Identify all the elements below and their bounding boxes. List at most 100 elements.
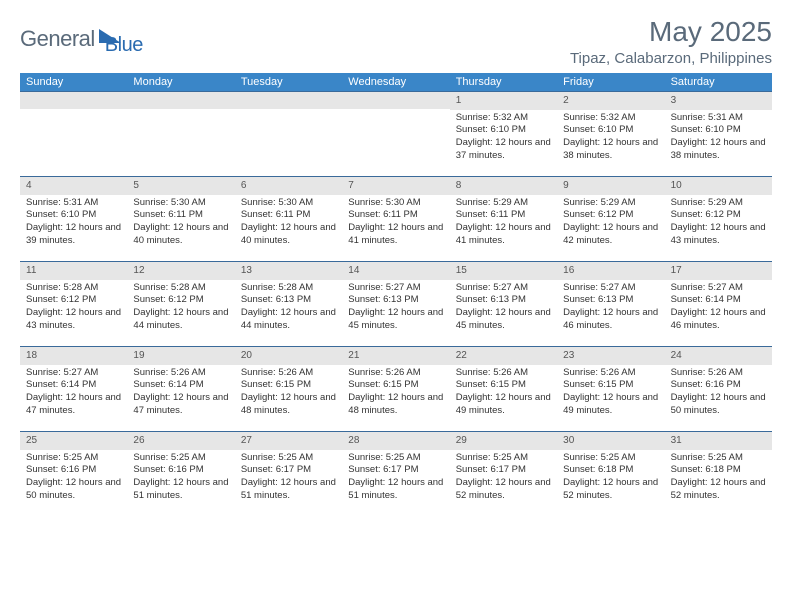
day-body: Sunrise: 5:32 AMSunset: 6:10 PMDaylight:… [557, 110, 664, 167]
daylight-text: Daylight: 12 hours and 49 minutes. [456, 392, 551, 418]
day-body: Sunrise: 5:29 AMSunset: 6:12 PMDaylight:… [557, 195, 664, 252]
sunset-text: Sunset: 6:13 PM [456, 294, 551, 307]
sunset-text: Sunset: 6:12 PM [133, 294, 228, 307]
day-cell: 15Sunrise: 5:27 AMSunset: 6:13 PMDayligh… [450, 262, 557, 346]
day-body: Sunrise: 5:30 AMSunset: 6:11 PMDaylight:… [342, 195, 449, 252]
day-number: 2 [557, 92, 664, 110]
sunset-text: Sunset: 6:14 PM [26, 379, 121, 392]
daylight-text: Daylight: 12 hours and 51 minutes. [348, 477, 443, 503]
sunrise-text: Sunrise: 5:26 AM [456, 367, 551, 380]
sunset-text: Sunset: 6:16 PM [26, 464, 121, 477]
day-body: Sunrise: 5:25 AMSunset: 6:18 PMDaylight:… [557, 450, 664, 507]
day-cell: 22 Sunrise: 5:26 AMSunset: 6:15 PMDayligh… [450, 347, 557, 431]
daylight-text: Daylight: 12 hours and 41 minutes. [456, 222, 551, 248]
day-number: 23 [557, 347, 664, 365]
day-number: 1 [450, 92, 557, 110]
day-number: 19 [127, 347, 234, 365]
day-body: Sunrise: 5:27 AMSunset: 6:14 PMDaylight:… [665, 280, 772, 337]
dow-cell: Thursday [450, 73, 557, 91]
day-cell: 28Sunrise: 5:25 AMSunset: 6:17 PMDayligh… [342, 432, 449, 516]
sunrise-text: Sunrise: 5:28 AM [241, 282, 336, 295]
sunset-text: Sunset: 6:18 PM [671, 464, 766, 477]
daylight-text: Daylight: 12 hours and 43 minutes. [26, 307, 121, 333]
daylight-text: Daylight: 12 hours and 52 minutes. [456, 477, 551, 503]
month-title: May 2025 [570, 16, 772, 48]
day-number: 13 [235, 262, 342, 280]
daylight-text: Daylight: 12 hours and 41 minutes. [348, 222, 443, 248]
day-cell: 3Sunrise: 5:31 AMSunset: 6:10 PMDaylight… [665, 92, 772, 176]
daylight-text: Daylight: 12 hours and 44 minutes. [133, 307, 228, 333]
sunset-text: Sunset: 6:10 PM [671, 124, 766, 137]
sunset-text: Sunset: 6:13 PM [241, 294, 336, 307]
day-cell: 24Sunrise: 5:26 AMSunset: 6:16 PMDayligh… [665, 347, 772, 431]
daylight-text: Daylight: 12 hours and 43 minutes. [671, 222, 766, 248]
day-cell: 14Sunrise: 5:27 AMSunset: 6:13 PMDayligh… [342, 262, 449, 346]
dow-cell: Saturday [665, 73, 772, 91]
day-cell: 26Sunrise: 5:25 AMSunset: 6:16 PMDayligh… [127, 432, 234, 516]
sunset-text: Sunset: 6:13 PM [348, 294, 443, 307]
sunrise-text: Sunrise: 5:26 AM [133, 367, 228, 380]
day-body: Sunrise: 5:27 AMSunset: 6:13 PMDaylight:… [450, 280, 557, 337]
day-cell: 29Sunrise: 5:25 AMSunset: 6:17 PMDayligh… [450, 432, 557, 516]
day-number: 12 [127, 262, 234, 280]
day-number: 9 [557, 177, 664, 195]
sunset-text: Sunset: 6:10 PM [563, 124, 658, 137]
day-number: 22 [450, 347, 557, 365]
sunrise-text: Sunrise: 5:26 AM [348, 367, 443, 380]
day-body: Sunrise: 5:26 AMSunset: 6:15 PMDaylight:… [557, 365, 664, 422]
day-cell: 30Sunrise: 5:25 AMSunset: 6:18 PMDayligh… [557, 432, 664, 516]
day-number: 31 [665, 432, 772, 450]
sunset-text: Sunset: 6:17 PM [348, 464, 443, 477]
sunset-text: Sunset: 6:11 PM [348, 209, 443, 222]
sunset-text: Sunset: 6:17 PM [241, 464, 336, 477]
dow-cell: Monday [127, 73, 234, 91]
empty-day-header [235, 92, 342, 109]
daylight-text: Daylight: 12 hours and 40 minutes. [241, 222, 336, 248]
daylight-text: Daylight: 12 hours and 39 minutes. [26, 222, 121, 248]
sunrise-text: Sunrise: 5:25 AM [563, 452, 658, 465]
sunrise-text: Sunrise: 5:25 AM [671, 452, 766, 465]
daylight-text: Daylight: 12 hours and 44 minutes. [241, 307, 336, 333]
week-row: 18Sunrise: 5:27 AMSunset: 6:14 PMDayligh… [20, 346, 772, 431]
day-number: 28 [342, 432, 449, 450]
day-cell: 5Sunrise: 5:30 AMSunset: 6:11 PMDaylight… [127, 177, 234, 261]
sunrise-text: Sunrise: 5:25 AM [241, 452, 336, 465]
day-number: 15 [450, 262, 557, 280]
sunset-text: Sunset: 6:18 PM [563, 464, 658, 477]
daylight-text: Daylight: 12 hours and 47 minutes. [26, 392, 121, 418]
sunset-text: Sunset: 6:10 PM [26, 209, 121, 222]
sunset-text: Sunset: 6:12 PM [563, 209, 658, 222]
day-body: Sunrise: 5:29 AMSunset: 6:11 PMDaylight:… [450, 195, 557, 252]
sunrise-text: Sunrise: 5:27 AM [671, 282, 766, 295]
sunset-text: Sunset: 6:15 PM [456, 379, 551, 392]
sunrise-text: Sunrise: 5:30 AM [241, 197, 336, 210]
day-cell: 17Sunrise: 5:27 AMSunset: 6:14 PMDayligh… [665, 262, 772, 346]
logo-text-blue: Blue [105, 34, 143, 57]
day-number: 14 [342, 262, 449, 280]
day-body: Sunrise: 5:28 AMSunset: 6:12 PMDaylight:… [20, 280, 127, 337]
day-number: 21 [342, 347, 449, 365]
day-cell: 8Sunrise: 5:29 AMSunset: 6:11 PMDaylight… [450, 177, 557, 261]
sunrise-text: Sunrise: 5:26 AM [563, 367, 658, 380]
logo-text-general: General [20, 26, 95, 52]
day-body: Sunrise: 5:28 AMSunset: 6:13 PMDaylight:… [235, 280, 342, 337]
day-number: 8 [450, 177, 557, 195]
day-cell: 13Sunrise: 5:28 AMSunset: 6:13 PMDayligh… [235, 262, 342, 346]
day-body: Sunrise: 5:28 AMSunset: 6:12 PMDaylight:… [127, 280, 234, 337]
sunset-text: Sunset: 6:14 PM [133, 379, 228, 392]
empty-day-header [20, 92, 127, 109]
day-body: Sunrise: 5:26 AMSunset: 6:14 PMDaylight:… [127, 365, 234, 422]
week-row: 1Sunrise: 5:32 AMSunset: 6:10 PMDaylight… [20, 91, 772, 176]
sunset-text: Sunset: 6:16 PM [133, 464, 228, 477]
day-number: 24 [665, 347, 772, 365]
sunset-text: Sunset: 6:15 PM [563, 379, 658, 392]
daylight-text: Daylight: 12 hours and 52 minutes. [671, 477, 766, 503]
sunrise-text: Sunrise: 5:29 AM [563, 197, 658, 210]
sunset-text: Sunset: 6:11 PM [133, 209, 228, 222]
sunset-text: Sunset: 6:11 PM [241, 209, 336, 222]
sunrise-text: Sunrise: 5:27 AM [456, 282, 551, 295]
dow-cell: Friday [557, 73, 664, 91]
day-cell: 18Sunrise: 5:27 AMSunset: 6:14 PMDayligh… [20, 347, 127, 431]
daylight-text: Daylight: 12 hours and 45 minutes. [456, 307, 551, 333]
day-number: 17 [665, 262, 772, 280]
